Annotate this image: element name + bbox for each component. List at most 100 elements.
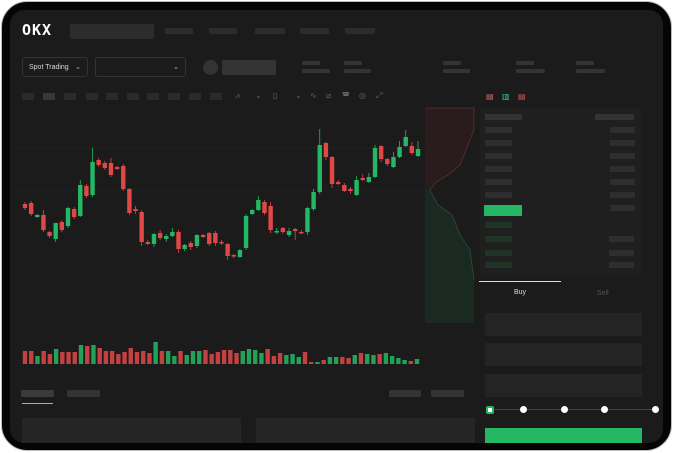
ruler-icon[interactable]: ⧄ (326, 91, 332, 100)
line-tool-icon[interactable]: ∿ (310, 91, 317, 100)
header-search-placeholder[interactable] (70, 24, 154, 39)
volume-bar (109, 351, 115, 364)
candle-body (360, 178, 365, 180)
candle-body (286, 231, 292, 235)
candle-body (176, 232, 181, 249)
nav-item[interactable] (300, 28, 329, 34)
volume-bar (259, 353, 264, 364)
volume-bar (128, 348, 133, 364)
depth-asks-area (425, 108, 474, 190)
volume-bar (302, 352, 308, 364)
candle (256, 196, 261, 211)
stat-value (344, 69, 371, 73)
volume-bar (371, 355, 376, 364)
nav-item[interactable] (209, 28, 237, 34)
candle-body (22, 204, 28, 208)
candle (225, 243, 230, 260)
buy-tab-indicator (479, 281, 561, 282)
ask-amount (610, 192, 635, 198)
interval-button[interactable] (22, 93, 34, 100)
chevron-down-icon[interactable]: ⌄ (255, 91, 262, 100)
bottom-filter-button[interactable] (431, 390, 464, 397)
candle-body (329, 157, 335, 184)
chevron-down-icon[interactable]: ⌄ (295, 91, 302, 100)
slider-track[interactable] (489, 409, 657, 410)
candle-type-icon[interactable]: ▯ (273, 91, 278, 100)
candle (403, 130, 408, 147)
slider-step[interactable] (520, 406, 527, 413)
bottom-tab-active[interactable] (21, 390, 54, 397)
okx-logo[interactable]: OKX (22, 21, 53, 39)
interval-button[interactable] (86, 93, 98, 100)
interval-button[interactable] (127, 93, 139, 100)
slider-step[interactable] (601, 406, 608, 413)
candle (415, 141, 421, 157)
slider-step[interactable] (652, 406, 659, 413)
bottom-filter-button[interactable] (389, 390, 421, 397)
market-type-select[interactable]: Spot Trading ⌄ (22, 57, 88, 77)
candle-body (409, 146, 415, 153)
slider-step[interactable] (561, 406, 568, 413)
orderbook-asks-icon[interactable]: ▤ (518, 92, 526, 101)
interval-button-active[interactable] (43, 93, 55, 100)
nav-item[interactable] (255, 28, 285, 34)
volume-bar (122, 352, 127, 364)
candle-body (342, 185, 347, 191)
interval-button[interactable] (210, 93, 222, 100)
bottom-tab[interactable] (67, 390, 100, 397)
bid-amount (609, 250, 634, 256)
volume-bar (383, 353, 389, 364)
candle (164, 234, 169, 242)
candle (237, 249, 243, 258)
candle-body (280, 228, 286, 232)
orderbook-bids-icon[interactable]: ▥ (502, 92, 510, 101)
bottom-panel-left (22, 418, 241, 443)
volume-bar (178, 351, 183, 364)
volume-bar (209, 354, 214, 364)
fullscreen-icon[interactable]: ⤢ (376, 91, 383, 100)
snapshot-icon[interactable]: ◚ (342, 91, 350, 100)
candle (274, 228, 279, 234)
chevron-down-icon: ⌄ (75, 64, 81, 71)
candle (108, 158, 114, 177)
volume-bar (215, 352, 221, 364)
candle-body (231, 255, 236, 257)
candle (366, 173, 372, 183)
sell-tab[interactable]: Sell (597, 290, 609, 297)
candle-body (335, 182, 341, 184)
nav-item[interactable] (345, 28, 375, 34)
volume-bar (340, 357, 345, 364)
ask-price (485, 192, 512, 198)
stat-label (443, 61, 461, 65)
candle (372, 145, 378, 178)
interval-button[interactable] (64, 93, 76, 100)
interval-button[interactable] (168, 93, 180, 100)
candle (213, 231, 218, 246)
interval-button[interactable] (106, 93, 118, 100)
nav-item[interactable] (165, 28, 193, 34)
candle (397, 141, 402, 158)
total-input[interactable] (485, 374, 642, 397)
stat-label (302, 61, 320, 65)
ask-amount (610, 153, 635, 159)
stat-label (576, 61, 594, 65)
volume-bar (47, 354, 53, 364)
amount-input[interactable] (485, 343, 642, 366)
volume-bar (358, 353, 364, 364)
volume-bar (134, 352, 140, 364)
candle-body (213, 233, 218, 243)
submit-buy-button[interactable] (485, 428, 642, 443)
interval-button[interactable] (189, 93, 201, 100)
volume-bar (159, 351, 165, 364)
pair-select[interactable]: ⌄ (95, 57, 186, 77)
orderbook-both-icon[interactable]: ▤ (486, 92, 494, 101)
buy-tab[interactable]: Buy (514, 289, 527, 296)
volume-bar (333, 357, 339, 364)
indicator-icon[interactable]: ⩘ (235, 91, 240, 100)
slider-handle[interactable] (486, 406, 494, 414)
interval-button[interactable] (147, 93, 159, 100)
candle (262, 200, 267, 215)
price-input[interactable] (485, 313, 642, 336)
settings-icon[interactable]: ◎ (359, 91, 366, 100)
